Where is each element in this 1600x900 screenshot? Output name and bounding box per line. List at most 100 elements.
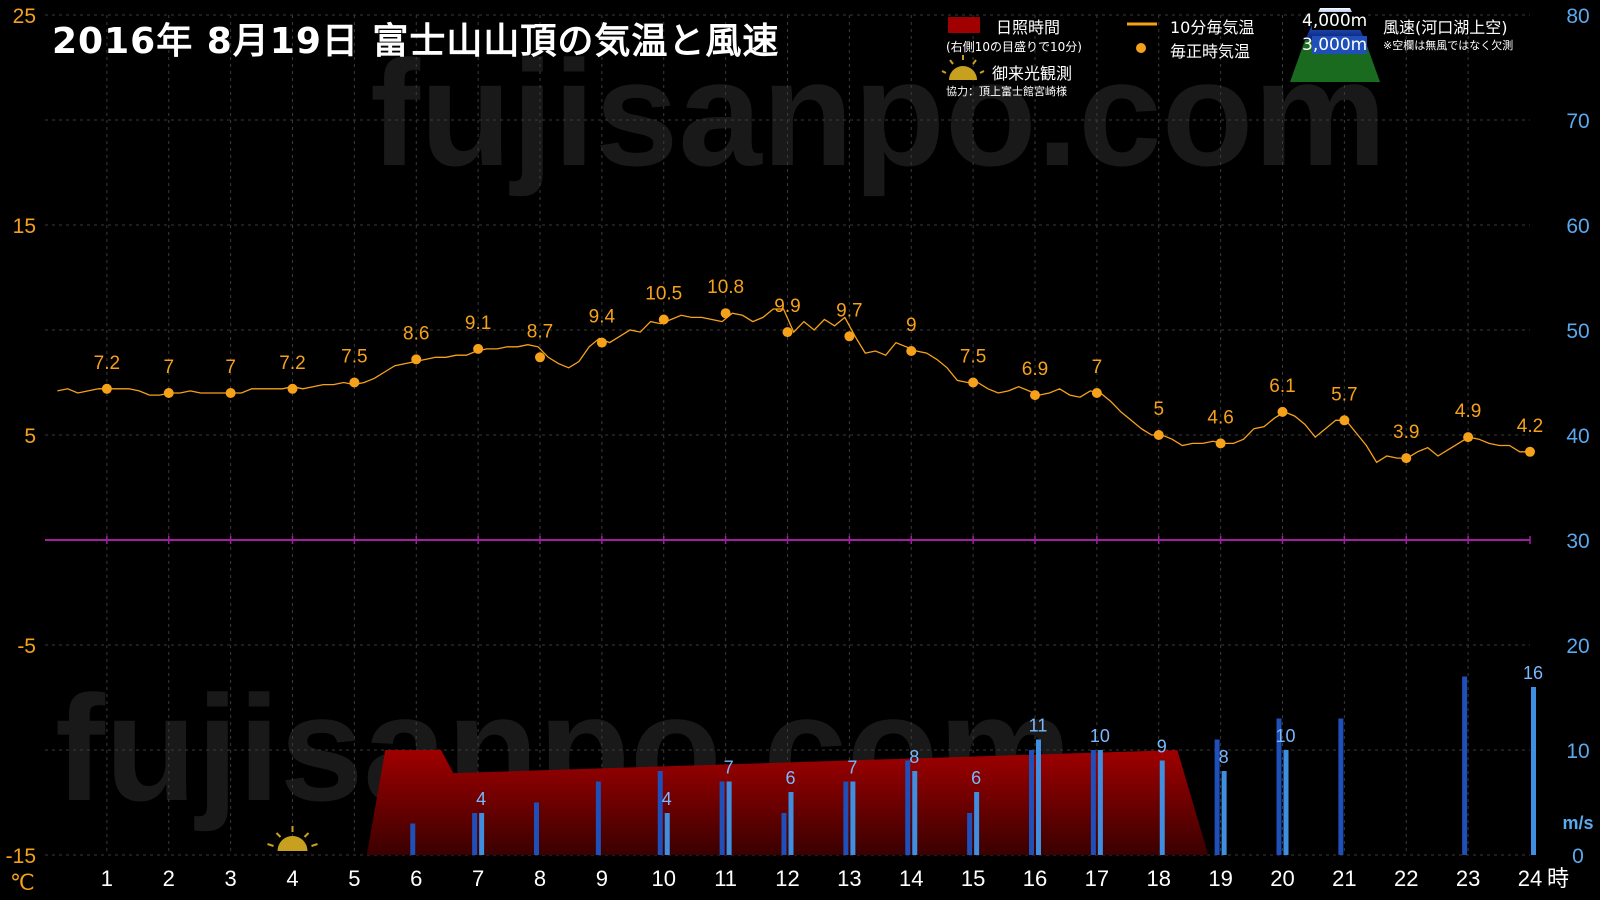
wind-3000-label: 7 <box>847 758 857 778</box>
sunrise-ray <box>303 832 310 838</box>
sunshine-polygon <box>366 750 1209 855</box>
right-axis-tick: 0 <box>1572 845 1584 868</box>
wind-4000-bar <box>1276 718 1282 855</box>
temp-hourly-point <box>287 383 298 394</box>
wind-4000-bar <box>595 781 601 855</box>
right-axis-tick: 30 <box>1566 530 1589 553</box>
x-axis-label: 時 <box>1547 867 1569 892</box>
temp-hourly-point <box>906 346 917 356</box>
wind-3000-bar <box>1036 739 1041 855</box>
temp-hourly-point <box>349 377 360 388</box>
x-axis-tick: 18 <box>1147 866 1171 891</box>
x-axis-tick: 17 <box>1085 866 1109 891</box>
temp-hourly-label: 10.5 <box>645 284 682 305</box>
x-axis-tick: 15 <box>961 866 985 891</box>
wind-3000-label: 16 <box>1523 663 1543 683</box>
wind-3000-bar <box>788 792 794 855</box>
x-axis-tick: 8 <box>534 866 546 891</box>
right-axis-tick: 10 <box>1566 740 1589 763</box>
right-axis-tick: 50 <box>1566 320 1589 343</box>
x-axis-tick: 4 <box>286 866 298 891</box>
sunrise-icon <box>267 826 318 851</box>
wind-4000-bar <box>1214 739 1220 855</box>
legend-mountain-icon <box>1290 8 1380 82</box>
right-axis-tick: 60 <box>1566 215 1589 238</box>
temp-hourly-label: 9.7 <box>836 300 862 321</box>
x-axis-tick: 14 <box>899 866 923 891</box>
wind-3000-label: 10 <box>1275 726 1295 746</box>
temp-hourly-label: 7.2 <box>279 353 305 374</box>
x-axis-tick: 16 <box>1023 866 1047 891</box>
temp-hourly-label: 4.2 <box>1517 416 1543 437</box>
wind-3000-bar <box>664 813 670 855</box>
temp-hourly-point <box>225 388 236 398</box>
wind-3000-label: 11 <box>1029 716 1048 736</box>
x-axis-tick: 19 <box>1208 866 1232 891</box>
x-axis-tick: 2 <box>163 866 175 891</box>
wind-4000-bar <box>905 760 911 855</box>
temp-hourly-point <box>1401 453 1412 464</box>
right-axis-tick: 80 <box>1566 5 1589 28</box>
legend-sunrise-icon <box>941 55 985 80</box>
temp-hourly-point <box>1277 406 1288 417</box>
temp-hourly-label: 10.8 <box>707 277 744 298</box>
legend-temp-dot-swatch <box>1136 43 1146 53</box>
wind-4000-bar <box>843 781 849 855</box>
wind-3000-bar <box>1221 771 1227 855</box>
temp-hourly-point <box>1091 388 1102 398</box>
wind-3000-label: 9 <box>1157 737 1167 757</box>
wind-4000-bar <box>1462 676 1468 855</box>
wind-4000-bar <box>1029 750 1034 855</box>
wind-3000-label: 6 <box>785 768 795 788</box>
temp-hourly-point <box>844 331 855 342</box>
temp-hourly-point <box>1339 415 1350 426</box>
wind-3000-bar <box>1283 750 1289 855</box>
legend-sunshine-label: 日照時間 <box>996 18 1061 37</box>
legend-sunshine-swatch <box>948 17 980 33</box>
right-axis-tick: 40 <box>1566 425 1589 448</box>
wind-3000-label: 6 <box>971 768 981 788</box>
temp-hourly-label: 6.1 <box>1269 376 1295 397</box>
x-axis-tick: 7 <box>472 866 484 891</box>
x-axis-tick: 11 <box>714 866 737 891</box>
x-axis-tick: 9 <box>596 866 608 891</box>
x-axis-tick: 20 <box>1270 866 1294 891</box>
x-axis-tick: 1 <box>101 866 113 891</box>
left-axis-tick: 15 <box>13 215 36 238</box>
temp-hourly-label: 8.6 <box>403 323 429 344</box>
wind-3000-bar <box>479 813 485 855</box>
legend-alt-4000: 4,000m <box>1302 11 1368 31</box>
left-axis-tick: -5 <box>17 635 36 658</box>
sunrise-ray <box>275 832 282 838</box>
x-axis-tick: 10 <box>652 866 676 891</box>
wind-4000-bar <box>719 781 725 855</box>
x-axis-tick: 13 <box>837 866 861 891</box>
temp-hourly-point <box>596 337 607 348</box>
grid <box>45 14 1530 856</box>
x-axis-tick: 22 <box>1394 866 1418 891</box>
legend-sunrise-label: 御来光観測 <box>992 64 1073 83</box>
wind-3000-label: 10 <box>1090 726 1110 746</box>
wind-4000-bar <box>534 802 539 855</box>
wind-3000-bar <box>1159 760 1165 855</box>
wind-4000-bar <box>657 771 663 855</box>
legend-cooperation: 協力：頂上富士館宮崎様 <box>946 85 1067 98</box>
x-axis-tick: 6 <box>410 866 422 891</box>
wind-4000-bar <box>472 813 478 855</box>
temp-hourly-label: 7.5 <box>960 347 986 368</box>
wind-3000-bar <box>850 781 856 855</box>
x-axis-tick: 12 <box>775 866 799 891</box>
x-axis-tick: 3 <box>225 866 237 891</box>
sunrise-marker <box>267 826 318 851</box>
wind-4000-bar <box>781 813 787 855</box>
wind-3000-label: 8 <box>909 747 919 767</box>
wind-3000-bar <box>974 792 980 855</box>
temp-hourly-point <box>535 352 545 363</box>
wind-4000-bar <box>1090 750 1096 855</box>
right-axis-unit: m/s <box>1562 813 1593 833</box>
wind-3000-bar <box>726 781 732 855</box>
temp-hourly-label: 8.7 <box>527 321 553 342</box>
sunshine-area <box>366 750 1209 855</box>
x-axis-tick: 5 <box>348 866 360 891</box>
temp-hourly-point <box>968 377 979 388</box>
